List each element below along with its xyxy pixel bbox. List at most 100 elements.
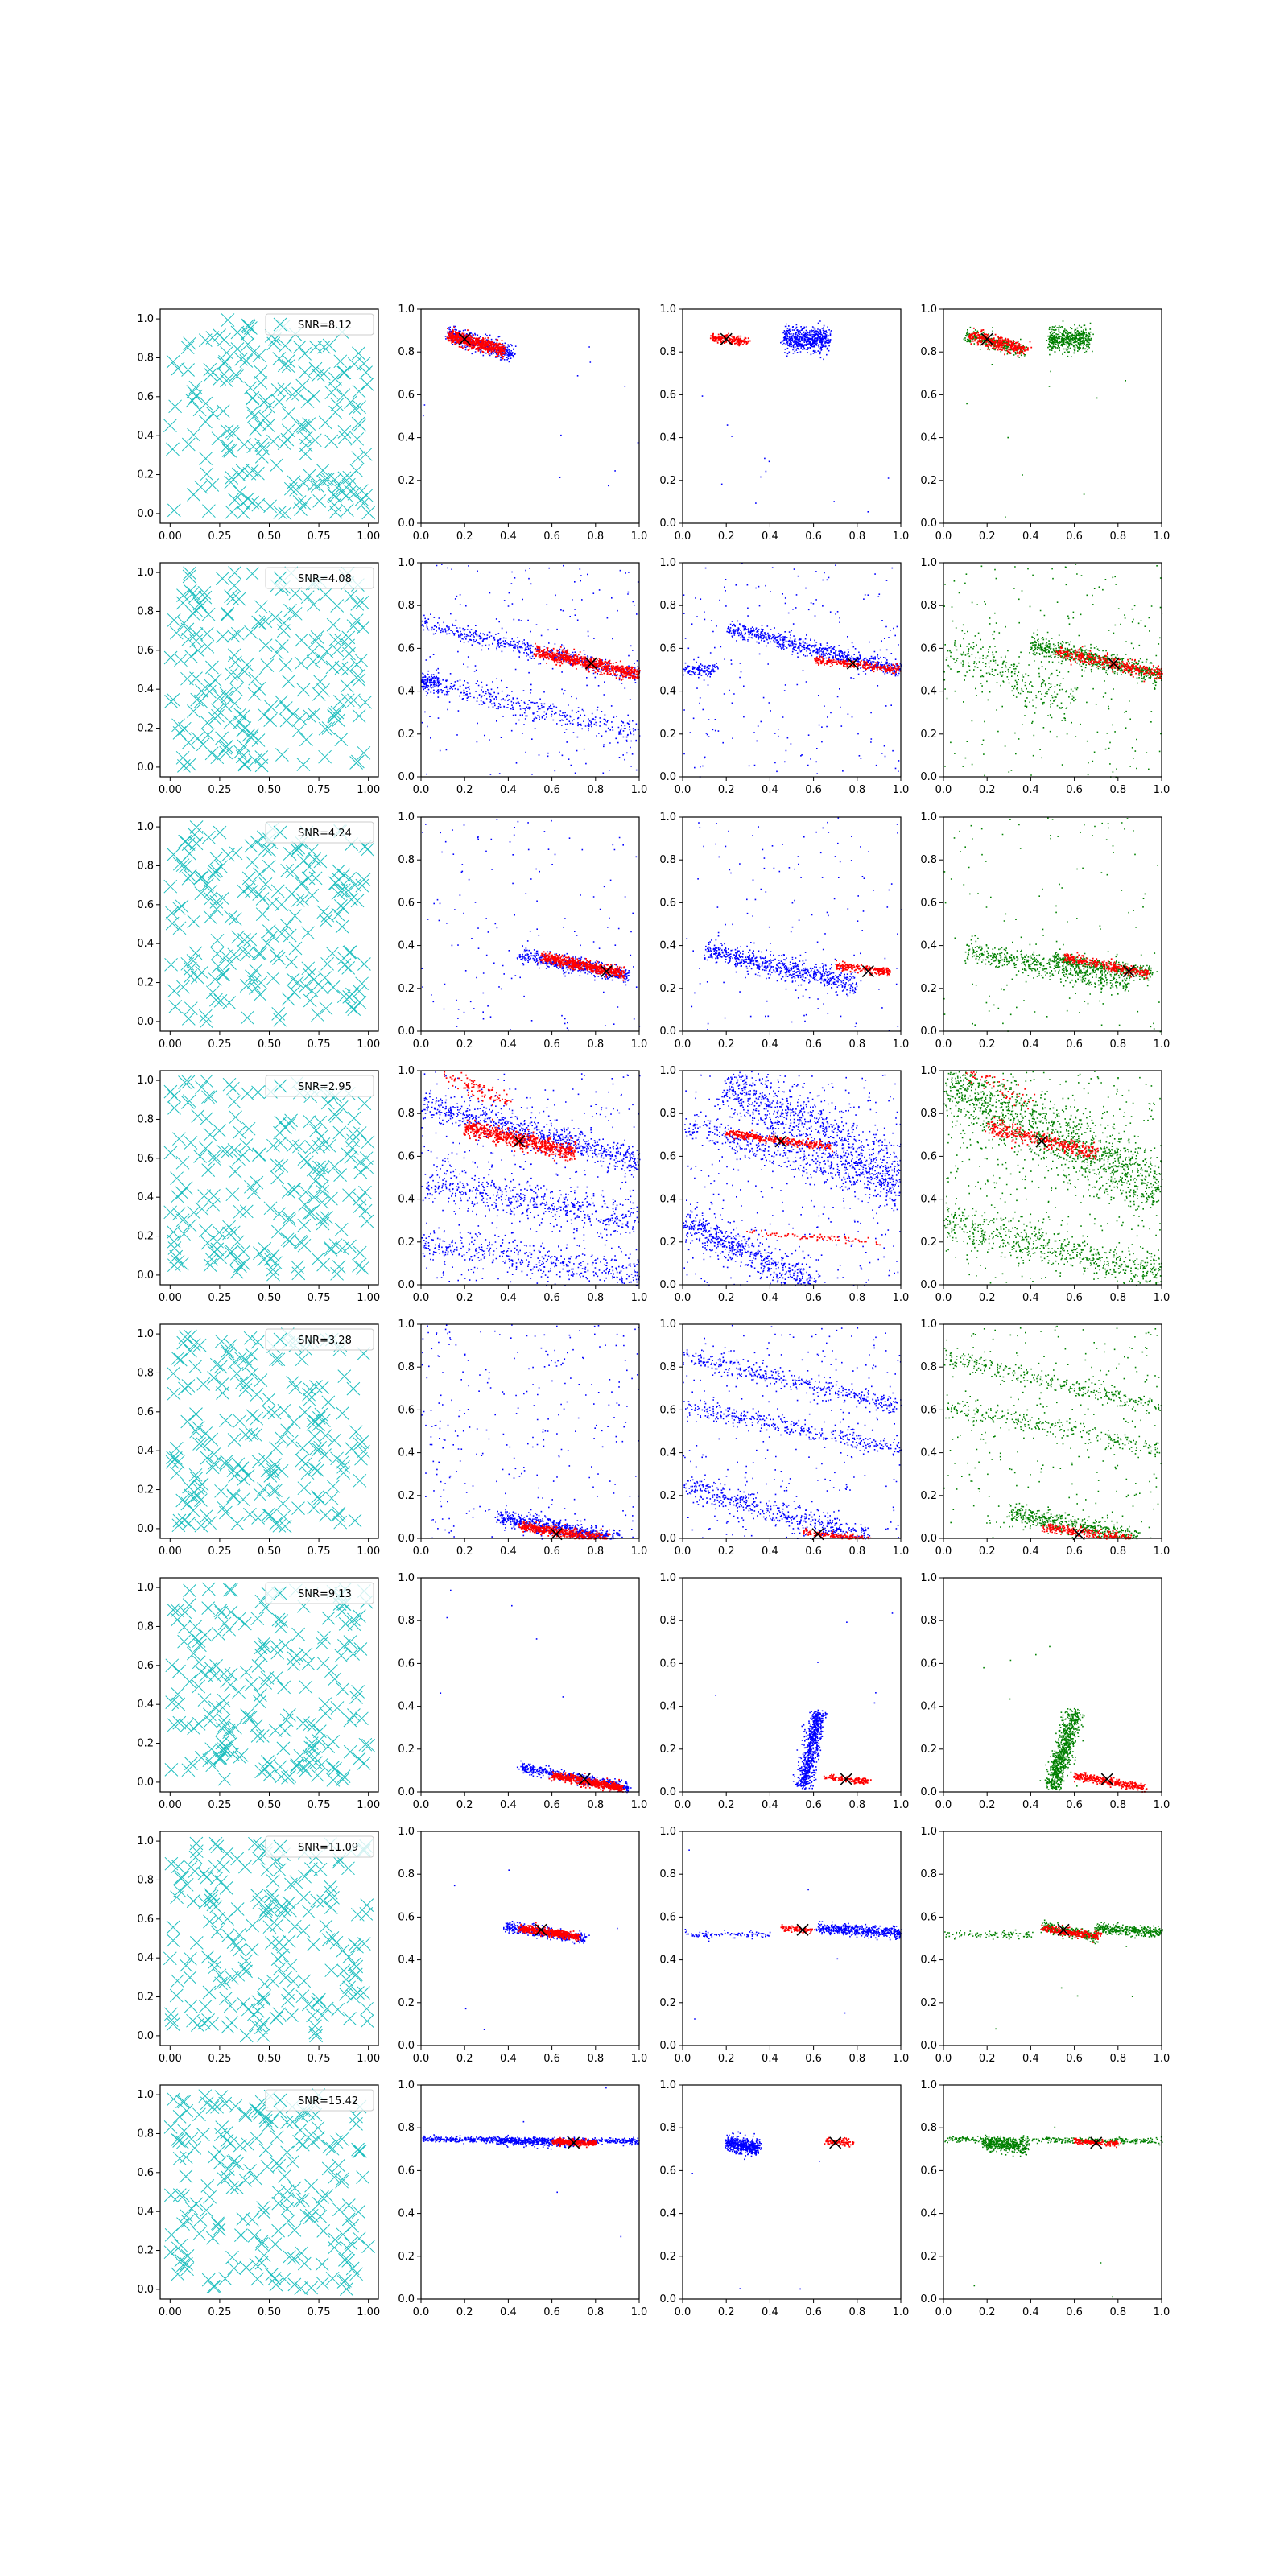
panel-blue-b-xtick-label: 0.6 — [805, 1546, 822, 1558]
panel-blue-a-xtick-label: 1.0 — [631, 530, 648, 543]
red-points — [823, 1773, 872, 1785]
panel-blue-b-frame — [682, 1323, 902, 1539]
panel-green: 0.0 0.2 0.4 0.6 0.8 1.0 0.0 0.2 0.4 0.6 0.8 1.0 — [920, 1572, 1170, 1811]
panel-blue-b-xtick-label: 0.4 — [762, 1038, 778, 1051]
crosses-xtick-label: 1.00 — [357, 1292, 380, 1304]
panel-green-ytick-label: 0.6 — [920, 1911, 937, 1923]
panel-green: 0.0 0.2 0.4 0.6 0.8 1.0 0.0 0.2 0.4 0.6 0.8 1.0 — [920, 2079, 1170, 2318]
panel-blue-b-ytick-label: 0.4 — [659, 686, 676, 698]
panel-green-xtick-label: 0.6 — [1066, 2306, 1083, 2318]
panel-blue-a-center-marker — [600, 964, 613, 978]
panel-blue-b-center-marker — [861, 964, 874, 978]
legend-cross-icon — [273, 1332, 287, 1347]
crosses-xtick-label: 1.00 — [357, 2306, 380, 2318]
blue-points — [691, 2131, 820, 2290]
legend-box — [265, 821, 374, 844]
blue-points — [453, 1869, 618, 2030]
panel-green-ytick-label: 0.8 — [920, 346, 937, 358]
panel-blue-a-xtick-label: 0.0 — [413, 784, 430, 796]
panel-green-ytick-label: 0.4 — [920, 940, 937, 952]
panel-green-xtick-label: 0.0 — [935, 530, 952, 543]
panel-green-xtick-label: 0.4 — [1022, 2053, 1039, 2065]
panel-blue-b-ytick-label: 1.0 — [659, 1065, 676, 1077]
panel-blue-b-xtick-label: 0.8 — [848, 530, 865, 543]
panel-green-frame — [943, 1831, 1162, 2046]
crosses-xtick-label: 0.50 — [258, 1799, 281, 1811]
crosses-ytick-label: 0.4 — [137, 1952, 154, 1964]
panel-green-xtick-label: 0.0 — [935, 1799, 952, 1811]
panel-green-xtick-label: 1.0 — [1154, 530, 1170, 543]
panel-blue-a-ytick-label: 1.0 — [398, 557, 415, 569]
panel-green-ytick-label: 0.6 — [920, 642, 937, 654]
panel-green-xtick-label: 0.8 — [1109, 1546, 1126, 1558]
panel-blue-b-xtick-label: 0.0 — [675, 2053, 691, 2065]
crosses-xtick-label: 0.00 — [159, 2306, 182, 2318]
panel-green-ytick-label: 0.8 — [920, 1615, 937, 1627]
panel-blue-b-ytick-label: 0.0 — [659, 518, 676, 530]
blue-points — [421, 1071, 641, 1286]
panel-blue-b-ytick-label: 0.4 — [659, 1955, 676, 1967]
panel-blue-b-xtick-label: 0.8 — [848, 784, 865, 796]
panel-blue-b-xtick-label: 0.0 — [675, 1038, 691, 1051]
panel-blue-b-xtick-label: 0.8 — [848, 2306, 865, 2318]
panel-green-xtick-label: 0.4 — [1022, 1292, 1039, 1304]
crosses-ytick-label: 0.8 — [137, 1620, 154, 1633]
green-points — [943, 564, 1163, 778]
crosses-ytick-label: 0.4 — [137, 1191, 154, 1203]
panel-blue-a-xtick-label: 0.0 — [413, 2306, 430, 2318]
panel-blue-a-ytick-label: 0.8 — [398, 1868, 415, 1880]
crosses-frame — [159, 1831, 379, 2046]
crosses-xtick-label: 0.50 — [258, 1546, 281, 1558]
panel-blue-a-xtick-label: 0.0 — [413, 2053, 430, 2065]
crosses-xtick-label: 0.25 — [208, 2306, 231, 2318]
panel-blue-b: 0.0 0.2 0.4 0.6 0.8 1.0 0.0 0.2 0.4 0.6 0.8 1.0 — [659, 557, 909, 796]
panel-green-ytick-label: 0.4 — [920, 432, 937, 444]
panel-green-ytick-label: 0.2 — [920, 1490, 937, 1502]
red-points — [518, 1521, 611, 1540]
panel-green-xtick-label: 0.8 — [1109, 2053, 1126, 2065]
cross-points — [163, 2088, 375, 2296]
panel-green-xtick-label: 0.0 — [935, 2306, 952, 2318]
panel-green: 0.0 0.2 0.4 0.6 0.8 1.0 0.0 0.2 0.4 0.6 0.8 1.0 — [920, 811, 1170, 1051]
panel-green-ytick-label: 0.4 — [920, 1194, 937, 1206]
panel-blue-a-xtick-label: 1.0 — [631, 1292, 648, 1304]
panel-green-ytick-label: 0.0 — [920, 2293, 937, 2306]
panel-blue-a-xtick-label: 0.8 — [587, 1038, 604, 1051]
panel-green-ytick-label: 1.0 — [920, 1826, 937, 1838]
panel-blue-a-xtick-label: 0.6 — [543, 1038, 560, 1051]
row-2: SNR=4.08 0.0 0.2 0.4 0.6 0.8 1.0 0.00 0.25 0.50 0.… — [137, 557, 1170, 796]
panel-green-xtick-label: 1.0 — [1154, 2053, 1170, 2065]
legend-box — [265, 1582, 374, 1604]
crosses-frame — [159, 1323, 379, 1539]
panel-green-ytick-label: 0.8 — [920, 1108, 937, 1120]
crosses-ytick-label: 0.6 — [137, 1660, 154, 1672]
panel-green-frame — [943, 562, 1162, 778]
panel-blue-b-ytick-label: 0.8 — [659, 346, 676, 358]
panel-blue-b-ytick-label: 0.6 — [659, 1404, 676, 1416]
crosses-ytick-label: 0.4 — [137, 938, 154, 950]
blue-points — [440, 1589, 632, 1794]
red-points — [814, 655, 902, 675]
panel-blue-a-xtick-label: 1.0 — [631, 2306, 648, 2318]
panel-blue-b: 0.0 0.2 0.4 0.6 0.8 1.0 0.0 0.2 0.4 0.6 0.8 1.0 — [659, 811, 909, 1051]
panel-blue-b-xtick-label: 0.4 — [762, 1799, 778, 1811]
cross-points — [165, 1327, 371, 1534]
panel-green-ytick-label: 1.0 — [920, 1572, 937, 1584]
crosses-ytick-label: 0.8 — [137, 1113, 154, 1125]
panel-blue-a-xtick-label: 0.0 — [413, 1292, 430, 1304]
crosses-xtick-label: 0.50 — [258, 784, 281, 796]
legend-cross-icon — [273, 571, 287, 585]
crosses-xtick-label: 0.25 — [208, 784, 231, 796]
crosses-ytick-label: 0.0 — [137, 1523, 154, 1535]
panel-blue-b-xtick-label: 0.4 — [762, 1292, 778, 1304]
crosses-ytick-label: 0.8 — [137, 605, 154, 617]
panel-blue-b-ytick-label: 0.6 — [659, 1911, 676, 1923]
cross-points — [163, 566, 373, 773]
panel-green: 0.0 0.2 0.4 0.6 0.8 1.0 0.0 0.2 0.4 0.6 0.8 1.0 — [920, 1065, 1170, 1304]
panel-blue-a-ytick-label: 1.0 — [398, 1065, 415, 1077]
panel-blue-b-ytick-label: 0.8 — [659, 600, 676, 612]
crosses-frame — [159, 816, 379, 1032]
panel-blue-b-ytick-label: 0.0 — [659, 1533, 676, 1545]
panel-blue-a-ytick-label: 0.0 — [398, 1279, 415, 1291]
panel-blue-a-frame — [420, 816, 640, 1032]
